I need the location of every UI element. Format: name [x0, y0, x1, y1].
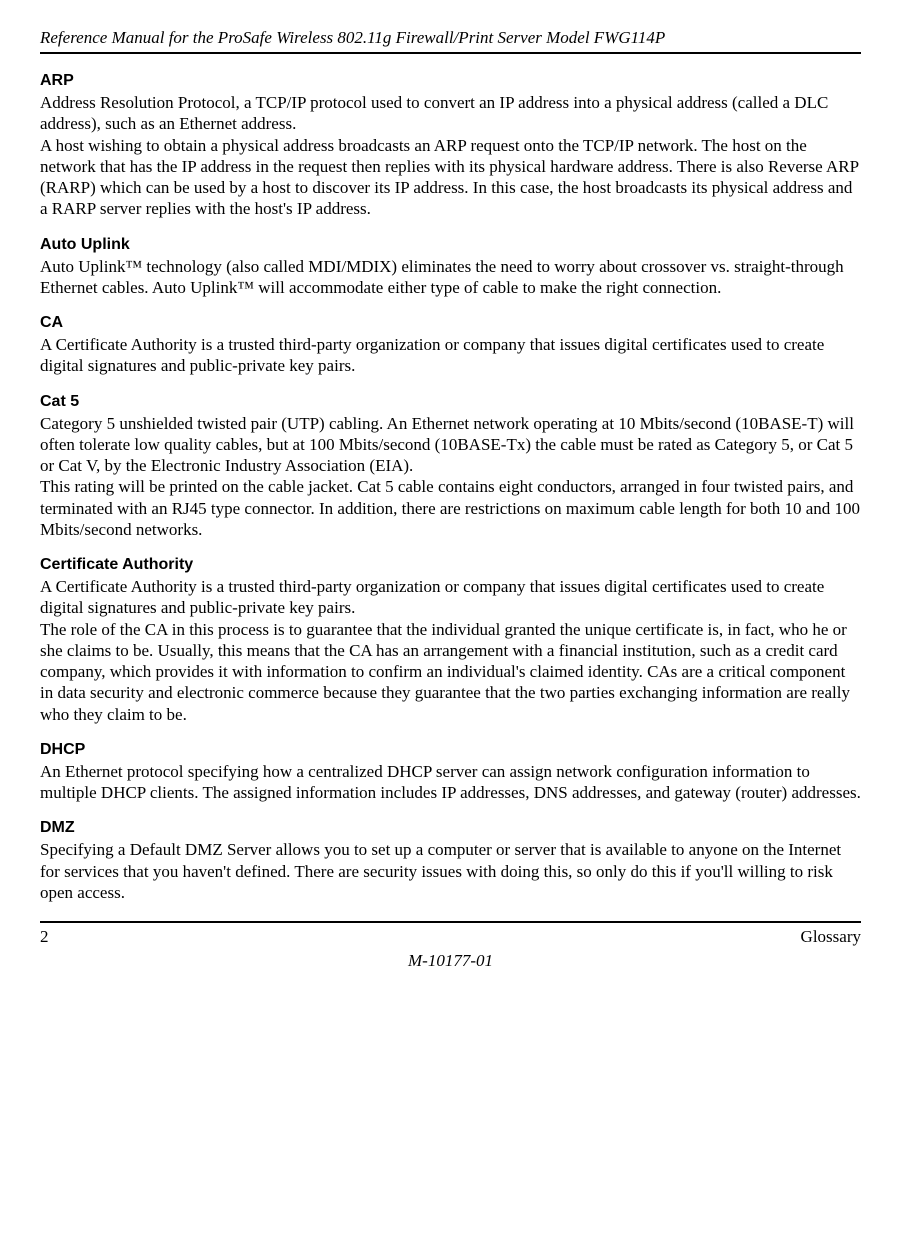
glossary-definition: Address Resolution Protocol, a TCP/IP pr… [40, 92, 861, 220]
glossary-entry: DHCP An Ethernet protocol specifying how… [40, 741, 861, 804]
glossary-entry: Certificate Authority A Certificate Auth… [40, 556, 861, 725]
header-rule [40, 52, 861, 54]
glossary-entry: Cat 5 Category 5 unshielded twisted pair… [40, 393, 861, 541]
glossary-term: DMZ [40, 819, 861, 837]
glossary-definition: Auto Uplink™ technology (also called MDI… [40, 256, 861, 299]
document-page: Reference Manual for the ProSafe Wireles… [0, 0, 901, 991]
glossary-definition: Specifying a Default DMZ Server allows y… [40, 839, 861, 903]
footer-row: 2 Glossary [40, 927, 861, 947]
glossary-definition: A Certificate Authority is a trusted thi… [40, 576, 861, 725]
footer-rule [40, 921, 861, 923]
glossary-term: Auto Uplink [40, 236, 861, 254]
glossary-definition: A Certificate Authority is a trusted thi… [40, 334, 861, 377]
glossary-term: Certificate Authority [40, 556, 861, 574]
glossary-entry: Auto Uplink Auto Uplink™ technology (als… [40, 236, 861, 299]
section-label: Glossary [801, 927, 861, 947]
glossary-definition: An Ethernet protocol specifying how a ce… [40, 761, 861, 804]
glossary-term: Cat 5 [40, 393, 861, 411]
glossary-definition: Category 5 unshielded twisted pair (UTP)… [40, 413, 861, 541]
glossary-term: ARP [40, 72, 861, 90]
glossary-entry: DMZ Specifying a Default DMZ Server allo… [40, 819, 861, 903]
glossary-term: CA [40, 314, 861, 332]
doc-id: M-10177-01 [40, 951, 861, 971]
running-header: Reference Manual for the ProSafe Wireles… [40, 28, 861, 48]
glossary-entry: CA A Certificate Authority is a trusted … [40, 314, 861, 377]
page-number: 2 [40, 927, 49, 947]
glossary-entry: ARP Address Resolution Protocol, a TCP/I… [40, 72, 861, 220]
glossary-term: DHCP [40, 741, 861, 759]
